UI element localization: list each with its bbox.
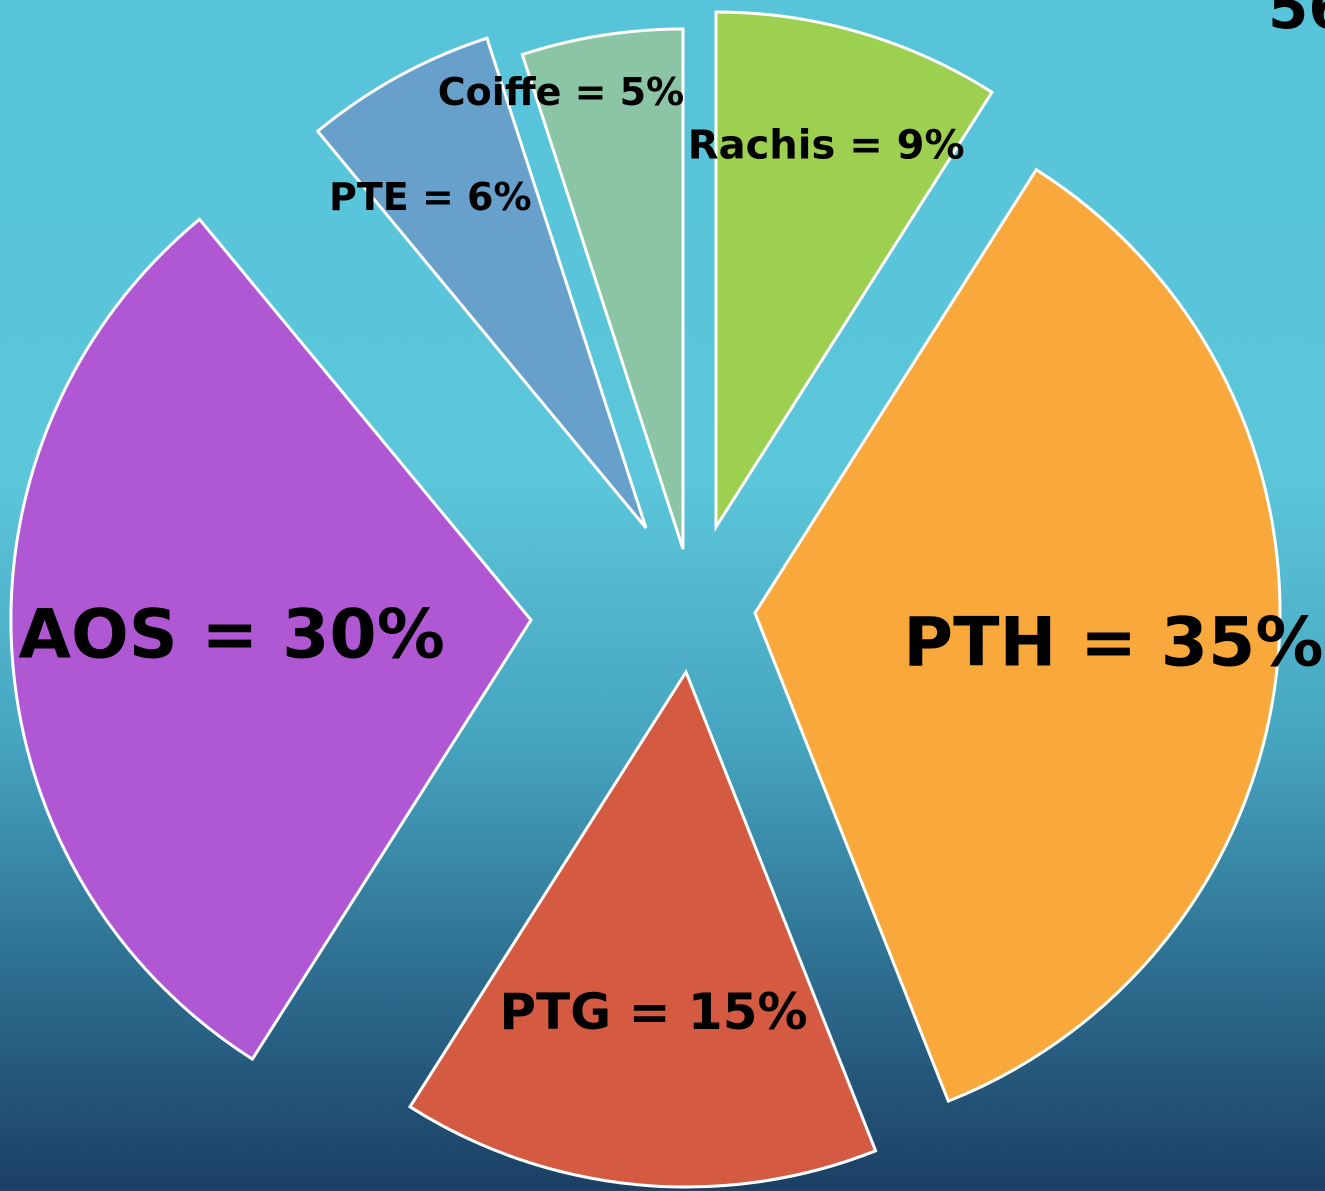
pie-slice-1 [714,10,995,533]
slice-label-3: PTG = 15% [499,983,807,1041]
pie-slice-6 [520,27,685,550]
corner-text: 56 [1268,0,1325,42]
pie-slice-3 [407,668,878,1189]
slice-label-2: PTH = 35% [903,603,1323,682]
slice-label-5: PTE = 6% [329,175,532,219]
pie-slice-2 [753,167,1282,1104]
pie-slice-5 [315,36,648,529]
slice-label-1: Rachis = 9% [688,123,965,169]
slice-label-4: AOS = 30% [18,595,445,674]
slice-label-6: Coiffe = 5% [438,70,684,114]
pie-slice-4 [9,217,533,1062]
